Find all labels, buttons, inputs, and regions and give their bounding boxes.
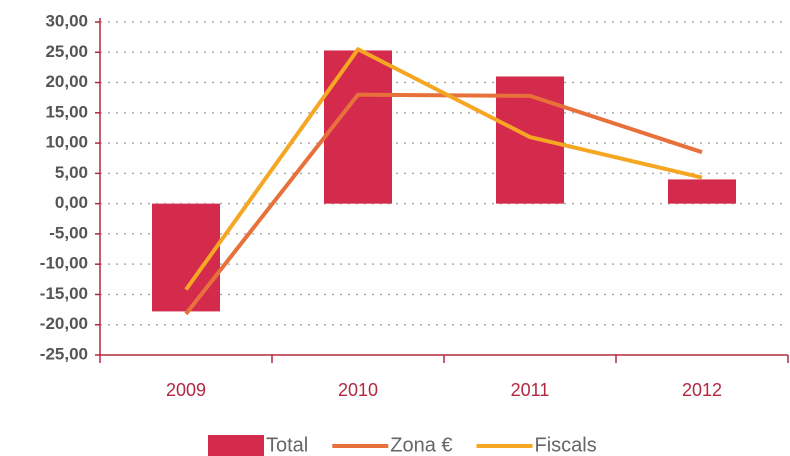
y-tick-label: 0,00 [55, 193, 88, 212]
legend-label: Total [266, 434, 308, 456]
x-tick-label: 2011 [511, 380, 550, 400]
y-tick-label: 10,00 [45, 133, 88, 152]
legend-swatch [208, 435, 264, 456]
y-tick-label: -10,00 [40, 254, 88, 273]
bar [668, 179, 736, 204]
y-tick-label: 5,00 [55, 163, 88, 182]
x-tick-label: 2009 [166, 380, 206, 400]
legend-label: Fiscals [535, 434, 597, 456]
y-tick-label: -15,00 [40, 284, 88, 303]
y-tick-label: -20,00 [40, 314, 88, 333]
y-tick-label: 30,00 [45, 11, 88, 30]
bar [324, 50, 392, 204]
y-tick-label: 20,00 [45, 72, 88, 91]
y-tick-label: 15,00 [45, 102, 88, 121]
y-tick-label: 25,00 [45, 42, 88, 61]
y-tick-label: -25,00 [40, 344, 88, 363]
legend-label: Zona € [390, 434, 452, 456]
line [184, 47, 703, 291]
x-tick-label: 2010 [338, 380, 378, 400]
y-tick-label: -5,00 [49, 223, 88, 242]
x-tick-label: 2012 [682, 380, 722, 400]
